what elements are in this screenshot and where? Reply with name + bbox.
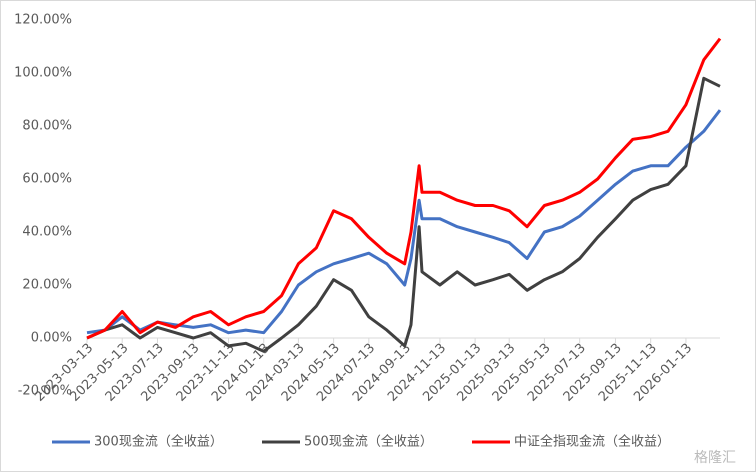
y-tick-label: 80.00%	[22, 119, 72, 134]
watermark: 格隆汇	[694, 450, 736, 466]
legend-label: 500现金流（全收益）	[304, 434, 433, 450]
y-tick-label: 40.00%	[22, 225, 72, 240]
series-line	[86, 109, 722, 335]
y-tick-label: 60.00%	[22, 172, 72, 187]
series-line	[86, 37, 722, 340]
y-tick-label: 120.00%	[14, 13, 72, 28]
y-tick-label: 100.00%	[14, 66, 72, 81]
y-tick-label: 20.00%	[22, 278, 72, 293]
legend-label: 中证全指现金流（全收益）	[514, 434, 670, 450]
y-tick-label: -20.00%	[18, 384, 72, 399]
series-line	[86, 76, 721, 353]
legend-label: 300现金流（全收益）	[94, 434, 223, 450]
y-tick-label: 0.00%	[31, 331, 72, 346]
